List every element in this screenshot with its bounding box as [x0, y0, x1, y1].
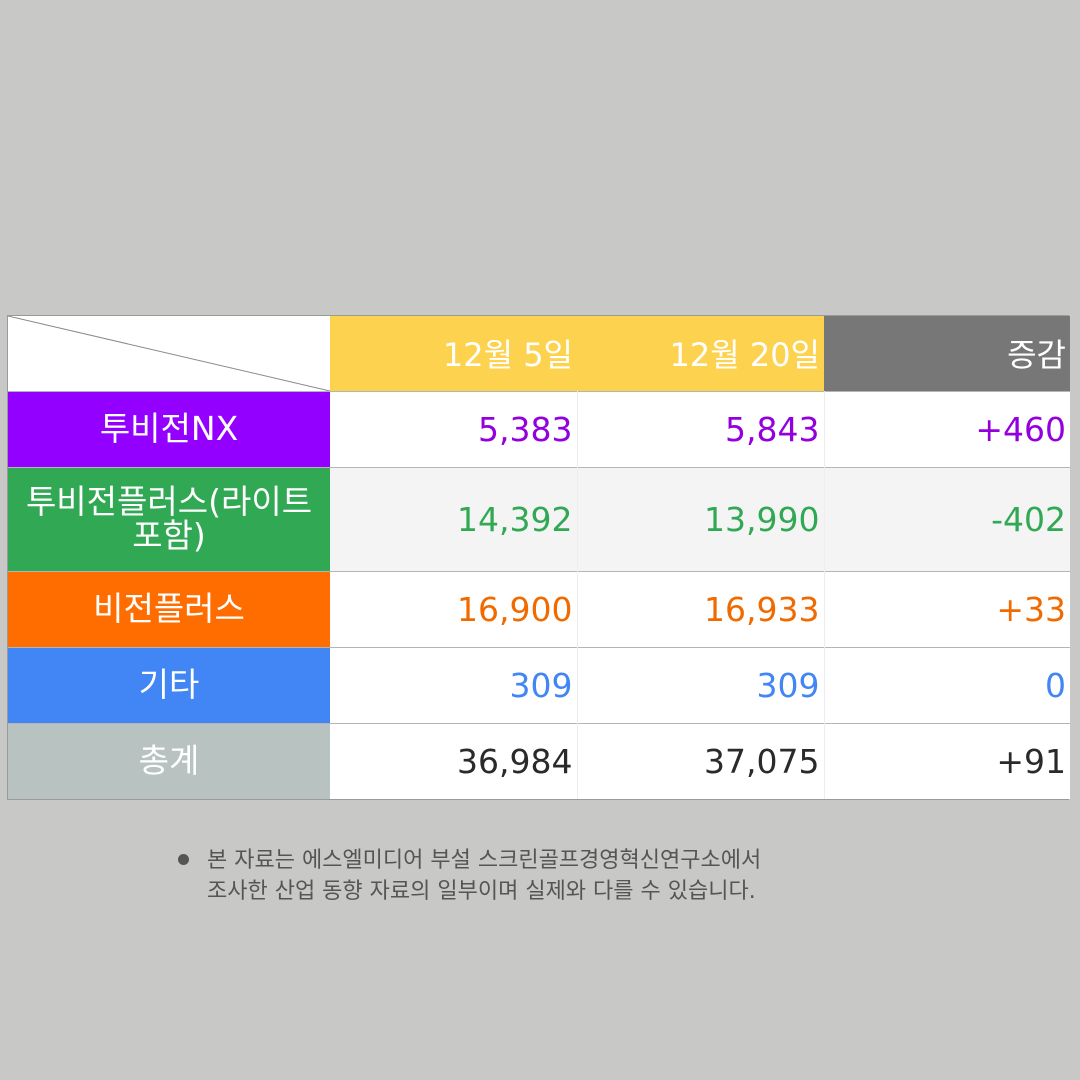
- table-row: 투비전NX 5,383 5,843 +460: [8, 390, 1070, 467]
- table-row: 비전플러스 16,900 16,933 +33: [8, 570, 1070, 647]
- value-dec20: 5,843: [577, 390, 825, 467]
- footnote-line-1: 본 자료는 에스엘미디어 부설 스크린골프경영혁신연구소에서: [207, 848, 762, 873]
- row-label: 투비전플러스(라이트 포함): [8, 466, 330, 571]
- diagonal-divider: [8, 316, 330, 391]
- footnote: 본 자료는 에스엘미디어 부설 스크린골프경영혁신연구소에서 조사한 산업 동향…: [178, 845, 898, 907]
- value-change: 0: [824, 646, 1070, 723]
- bullet-icon: [178, 854, 189, 865]
- table-row: 투비전플러스(라이트 포함) 14,392 13,990 -402: [8, 466, 1070, 571]
- value-change: +33: [824, 570, 1070, 647]
- value-dec5: 36,984: [330, 722, 578, 799]
- row-label: 투비전NX: [8, 390, 330, 467]
- footnote-line-2: 조사한 산업 동향 자료의 일부이며 실제와 다를 수 있습니다.: [207, 879, 756, 904]
- value-dec20: 16,933: [577, 570, 825, 647]
- row-label: 기타: [8, 646, 330, 723]
- value-dec5: 16,900: [330, 570, 578, 647]
- installation-table: 12월 5일 12월 20일 증감 투비전NX 5,383 5,843 +460…: [7, 315, 1070, 800]
- value-change: +460: [824, 390, 1070, 467]
- value-dec5: 309: [330, 646, 578, 723]
- header-dec5: 12월 5일: [330, 316, 577, 391]
- value-change: +91: [824, 722, 1070, 799]
- header-row: 12월 5일 12월 20일 증감: [8, 316, 1070, 391]
- value-change: -402: [824, 466, 1070, 571]
- value-dec20: 309: [577, 646, 825, 723]
- table-row: 기타 309 309 0: [8, 646, 1070, 723]
- value-dec20: 13,990: [577, 466, 825, 571]
- value-dec20: 37,075: [577, 722, 825, 799]
- header-change: 증감: [824, 316, 1070, 391]
- header-dec20: 12월 20일: [577, 316, 824, 391]
- row-label: 비전플러스: [8, 570, 330, 647]
- row-label: 총계: [8, 722, 330, 799]
- header-corner-cell: [8, 316, 330, 391]
- value-dec5: 5,383: [330, 390, 578, 467]
- table-row: 총계 36,984 37,075 +91: [8, 722, 1070, 799]
- value-dec5: 14,392: [330, 466, 578, 571]
